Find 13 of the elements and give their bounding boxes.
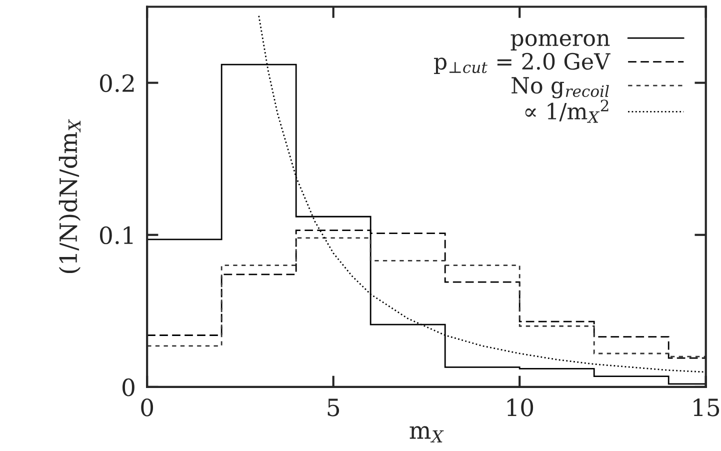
x-tick-label: 15 xyxy=(694,398,720,416)
legend-label: p$_{⊥cut}$ = 2.0 GeV xyxy=(434,52,610,74)
x-tick-label: 0 xyxy=(141,398,154,416)
x-tick-label: 10 xyxy=(507,398,534,416)
x-tick-label: 5 xyxy=(328,398,340,416)
y-axis-title: (1/N)dN/dm$_{X}$ xyxy=(58,119,81,274)
legend-label: ∝ 1/m$_{X}$$^{2}$ xyxy=(525,100,608,123)
y-tick-label: 0 xyxy=(122,378,134,396)
y-tick-label: 0.1 xyxy=(100,226,133,244)
x-axis-title: m$_{X}$ xyxy=(410,426,444,442)
legend-label: No g$_{recoil}$ xyxy=(512,77,609,98)
legend-label: pomeron xyxy=(510,34,610,50)
y-tick-label: 0.2 xyxy=(100,74,134,92)
